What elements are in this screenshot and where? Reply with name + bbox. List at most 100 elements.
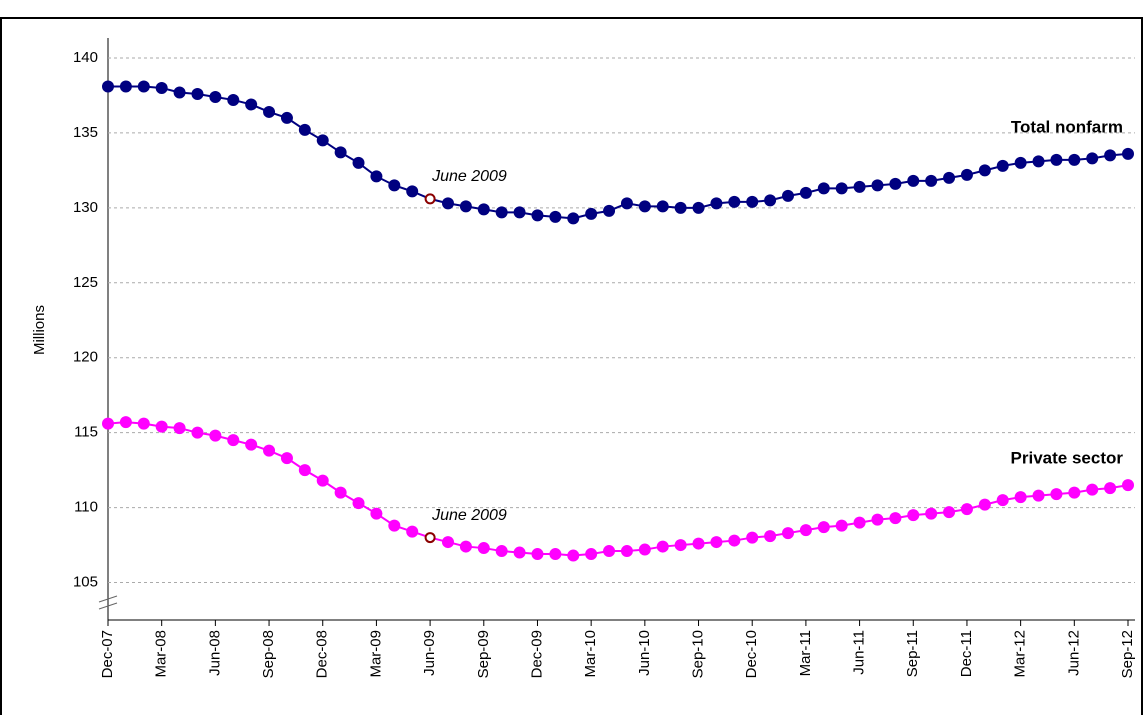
point — [137, 417, 150, 430]
point — [925, 174, 938, 187]
axis-break — [98, 595, 118, 610]
point — [209, 90, 222, 103]
point — [495, 206, 508, 219]
highlight-point — [424, 532, 436, 544]
point — [370, 507, 383, 520]
point — [996, 159, 1009, 172]
series-label: Private sector — [1011, 449, 1124, 468]
y-tick-label: 140 — [73, 49, 98, 66]
point — [102, 417, 114, 430]
point — [960, 168, 973, 181]
point — [245, 438, 258, 451]
point — [531, 548, 544, 561]
point — [728, 534, 741, 547]
x-tick-label: Sep-08 — [260, 630, 277, 678]
point — [173, 86, 186, 99]
point — [853, 516, 866, 529]
point — [549, 210, 562, 223]
point — [585, 548, 598, 561]
point — [1050, 488, 1063, 501]
point — [1122, 147, 1134, 160]
point — [943, 171, 956, 184]
point — [298, 123, 311, 136]
point — [943, 506, 956, 519]
point — [334, 146, 347, 159]
point — [477, 542, 490, 555]
x-tick-label: Dec-11 — [958, 630, 975, 677]
x-tick-label: Mar-12 — [1012, 630, 1029, 678]
point — [191, 426, 204, 439]
point — [227, 93, 240, 106]
point — [746, 531, 759, 544]
point — [764, 530, 777, 543]
point — [263, 105, 276, 118]
point — [782, 189, 794, 202]
point — [889, 512, 902, 525]
point — [388, 519, 401, 532]
point — [1104, 482, 1117, 495]
point — [925, 507, 938, 520]
x-tick-label: Sep-11 — [904, 630, 921, 677]
point — [245, 98, 258, 111]
point — [674, 201, 687, 214]
series-line — [107, 421, 1129, 557]
point — [280, 111, 293, 124]
point — [406, 525, 419, 538]
frame — [0, 17, 1143, 719]
highlight-point — [424, 193, 436, 205]
point — [889, 177, 902, 190]
x-tick-label: Jun-09 — [421, 630, 438, 676]
point — [459, 200, 472, 213]
point — [1014, 491, 1027, 504]
y-tick-label: 125 — [73, 274, 98, 291]
point — [764, 194, 777, 207]
point — [263, 444, 276, 457]
y-tick-label: 130 — [73, 199, 98, 216]
point — [567, 549, 580, 562]
x-tick-label: Sep-10 — [689, 630, 706, 678]
point — [549, 548, 562, 561]
x-tick-label: Jun-10 — [636, 630, 653, 676]
y-tick-label: 105 — [73, 574, 98, 591]
point — [978, 498, 991, 511]
y-tick-label: 115 — [74, 424, 98, 441]
point — [603, 545, 616, 558]
point — [1068, 153, 1081, 166]
point — [102, 80, 114, 93]
point — [692, 201, 705, 214]
point — [656, 200, 669, 213]
point — [119, 416, 132, 429]
x-tick-label: Dec-07 — [99, 630, 116, 678]
point — [799, 186, 812, 199]
series-label: Total nonfarm — [1011, 117, 1123, 136]
point — [746, 195, 759, 208]
point — [137, 80, 150, 93]
point — [334, 486, 347, 499]
point — [442, 536, 454, 549]
point — [298, 464, 311, 477]
point — [352, 156, 365, 169]
point — [907, 509, 920, 522]
point — [1086, 152, 1099, 165]
point — [567, 212, 580, 225]
point — [459, 540, 472, 553]
point — [907, 174, 920, 187]
point — [996, 494, 1009, 507]
point — [638, 200, 651, 213]
point — [817, 182, 830, 195]
point — [835, 182, 848, 195]
series-line — [108, 85, 1129, 220]
point — [119, 80, 132, 93]
x-tick-label: Mar-10 — [582, 630, 599, 678]
point — [853, 180, 866, 193]
point — [513, 546, 526, 559]
point — [960, 503, 973, 516]
point — [782, 527, 794, 540]
point — [620, 197, 633, 210]
point — [1122, 479, 1134, 492]
point — [316, 134, 329, 147]
point — [1104, 149, 1117, 162]
point — [978, 164, 991, 177]
